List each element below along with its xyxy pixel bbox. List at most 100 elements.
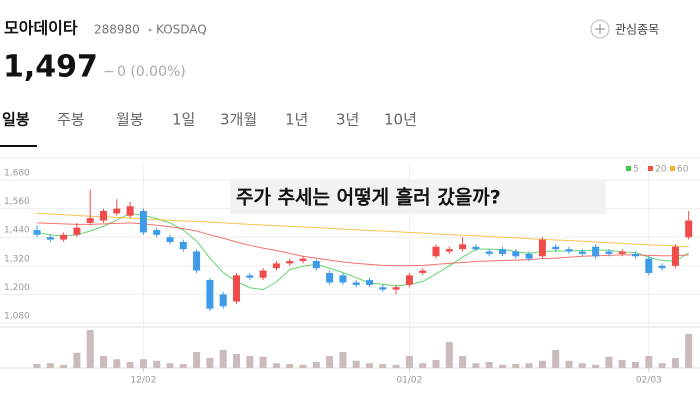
volume-bar — [166, 363, 174, 368]
candle-body — [658, 265, 666, 269]
volume-bar — [366, 363, 373, 368]
legend-swatch — [648, 166, 653, 171]
volume-bar — [459, 356, 467, 368]
volume-bar — [179, 364, 187, 368]
candle-body — [671, 246, 679, 266]
volume-bar — [286, 364, 294, 368]
candle-body — [459, 244, 467, 250]
volume-bar — [113, 359, 121, 368]
legend-label: 20 — [655, 165, 667, 175]
candle-body — [445, 249, 453, 252]
volume-bar — [312, 362, 320, 368]
volume-bar — [552, 350, 560, 368]
volume-bar — [618, 360, 626, 368]
tab[interactable]: 10년 — [384, 111, 417, 129]
volume-bar — [578, 363, 586, 368]
plus — [595, 24, 605, 34]
tab[interactable]: 1일 — [172, 111, 195, 129]
x-tick-label: 12/02 — [130, 376, 156, 386]
volume-bar — [46, 363, 54, 368]
watch-button[interactable]: 관심종목 — [590, 19, 659, 39]
tab[interactable]: 3년 — [336, 111, 359, 129]
x-tick-label: 01/02 — [396, 376, 422, 386]
volume-bar — [645, 356, 653, 368]
candle-body — [339, 275, 347, 283]
candle-body — [113, 208, 121, 214]
candle-body — [685, 220, 693, 238]
volume-bar — [233, 354, 240, 368]
watch-label[interactable]: 관심종목 — [615, 23, 659, 37]
annotation-bg — [230, 181, 606, 214]
candle-body — [552, 246, 560, 250]
candle-body — [166, 237, 174, 242]
volume-bar — [392, 364, 400, 368]
candle-body — [100, 210, 107, 221]
candle-body — [592, 246, 600, 257]
candle-body — [525, 253, 533, 259]
y-tick-label: 1,680 — [4, 169, 30, 179]
candle-body — [565, 249, 573, 252]
tab[interactable]: 3개월 — [220, 111, 257, 129]
moving-average — [36, 212, 689, 248]
watch-icon[interactable] — [590, 19, 610, 39]
x-tick-label: 02/03 — [636, 376, 662, 386]
candle-body — [219, 294, 227, 307]
volume-bar — [538, 360, 546, 368]
volume-bar — [246, 356, 254, 368]
legend-swatch — [670, 166, 675, 171]
volume-bar — [272, 363, 280, 368]
volume-bar — [33, 364, 41, 368]
volume-bar — [472, 363, 480, 368]
candle-body — [73, 227, 81, 235]
volume-bar — [512, 364, 520, 368]
volume-bar — [632, 362, 639, 368]
legend-label: 5 — [633, 165, 639, 175]
volume-bar — [525, 363, 533, 368]
volume-bar — [86, 330, 94, 368]
volume-bar — [379, 364, 387, 368]
candle-body — [472, 246, 480, 250]
y-tick-label: 1,560 — [4, 197, 30, 207]
stock-name: 모아데이타 — [4, 19, 78, 38]
candle-body — [379, 287, 387, 290]
volume-bar — [193, 352, 201, 368]
volume-bar — [605, 356, 613, 368]
candle-body — [512, 251, 520, 257]
volume-bar — [339, 352, 347, 368]
candle-body — [86, 218, 94, 223]
tab[interactable]: 1년 — [285, 111, 308, 129]
volume-bar — [685, 334, 693, 368]
volume-bar — [352, 360, 360, 368]
candle-body — [366, 280, 373, 285]
volume-bar — [565, 360, 573, 368]
tab[interactable]: 일봉 — [2, 111, 30, 129]
tabs: 일봉 주봉 월봉 1일 3개월 1년 3년 10년 — [2, 111, 417, 129]
candle-body — [126, 206, 134, 216]
volume-bar — [405, 356, 413, 368]
market: KOSDAQ — [156, 23, 207, 37]
y-tick-label: 1,200 — [4, 283, 30, 293]
tab[interactable]: 주봉 — [57, 111, 85, 129]
candle-body — [618, 251, 626, 254]
candle-body — [193, 251, 201, 271]
change: 0 (0.00%) — [117, 64, 186, 80]
separator — [148, 28, 152, 32]
moving-average — [36, 212, 689, 291]
candle-body — [33, 230, 41, 235]
candle-body — [139, 210, 147, 233]
candle-body — [405, 275, 413, 285]
volume-bar — [485, 362, 493, 368]
volume-bar — [73, 352, 81, 368]
candle-body — [60, 234, 68, 240]
volume-bar — [126, 362, 134, 368]
tab[interactable]: 월봉 — [116, 111, 144, 129]
candle-body — [259, 270, 267, 278]
y-tick-label: 1,320 — [4, 254, 30, 264]
volume-bar — [206, 358, 214, 368]
legend-swatch — [626, 166, 631, 171]
candle-body — [233, 275, 240, 302]
change-sign: − — [103, 64, 115, 80]
candle-body — [645, 258, 653, 273]
candle-body — [578, 251, 586, 254]
